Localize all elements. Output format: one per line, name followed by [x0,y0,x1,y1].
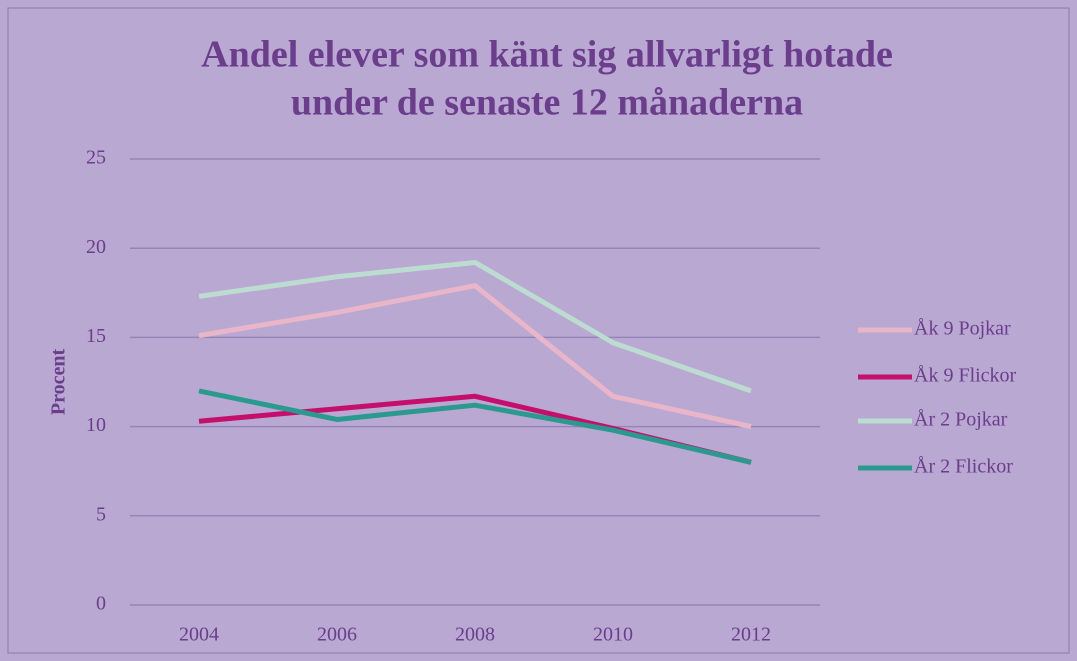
legend-label: År 2 Flickor [914,456,1013,478]
series-line [198,388,752,465]
legend-label: Åk 9 Flickor [914,365,1017,387]
chart-title: Andel elever som känt sig allvarligt hot… [201,34,893,76]
y-tick-label: 10 [86,414,106,436]
legend-label: År 2 Pojkar [914,409,1008,431]
series-line [198,259,752,394]
y-tick-label: 5 [96,503,106,525]
x-tick-label: 2008 [455,624,495,646]
x-tick-label: 2012 [731,624,771,646]
x-tick-label: 2006 [317,624,357,646]
y-tick-label: 0 [96,593,106,615]
y-tick-label: 25 [86,147,106,169]
chart-title: under de senaste 12 månaderna [291,82,803,124]
series-line [198,283,752,430]
x-tick-label: 2004 [179,624,219,646]
legend-label: Åk 9 Pojkar [914,318,1011,340]
y-tick-label: 15 [86,325,106,347]
y-tick-label: 20 [86,236,106,258]
x-tick-label: 2010 [593,624,633,646]
y-axis-label: Procent [48,349,70,416]
